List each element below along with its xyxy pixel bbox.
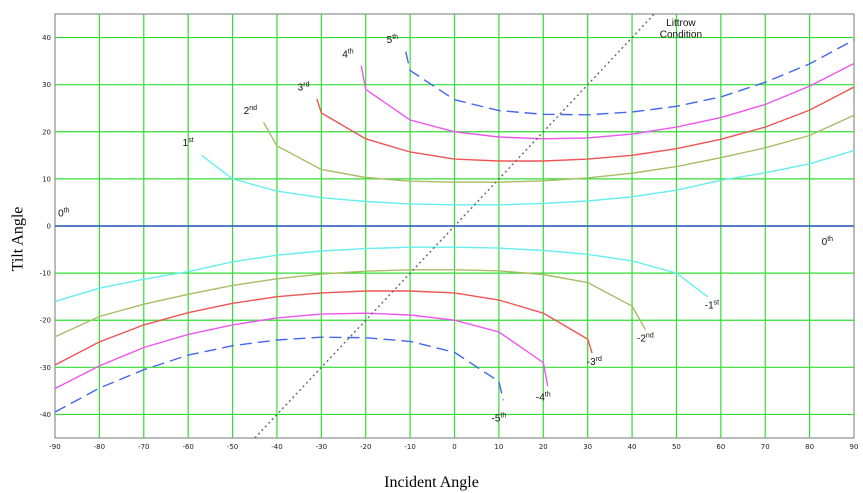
series-line-littrow-condition (254, 13, 655, 439)
series-line-1st (201, 149, 855, 206)
y-axis-title: Tilt Angle (9, 206, 27, 272)
x-tick-label: 0 (452, 443, 456, 451)
x-tick-label: 40 (628, 443, 637, 451)
y-tick-label: 30 (42, 81, 51, 89)
y-tick-label: 10 (42, 175, 51, 183)
annotation-label: -2nd (637, 332, 654, 344)
x-tick-label: 50 (672, 443, 681, 451)
x-tick-label: -80 (94, 443, 105, 451)
x-tick-label: 60 (716, 443, 725, 451)
x-tick-label: 20 (539, 443, 548, 451)
x-tick-label: 30 (583, 443, 592, 451)
series-line-5th (405, 39, 855, 116)
annotation-label: -4th (536, 391, 551, 403)
y-tick-label: 0 (47, 223, 51, 231)
annotation-label: 0th (822, 236, 834, 248)
tick-labels: -90 -80 -70 -60 -50 -40 -30 -20 -10 0 10 20 30 40 50 60… (40, 34, 859, 451)
y-tick-label: -20 (40, 317, 51, 325)
x-tick-label: -50 (227, 443, 238, 451)
annotations: 0th 0th 1st 2nd 3rd 4th 5th -1st -2nd -3rd -4th -5t… (58, 18, 833, 425)
series-layer (54, 13, 855, 439)
x-tick-label: 80 (805, 443, 814, 451)
annotation-label: 4th (342, 48, 354, 60)
annotation-label: -3rd (587, 356, 602, 368)
x-tick-label: -20 (360, 443, 371, 451)
y-tick-label: -40 (40, 411, 51, 419)
annotation-label: 1st (183, 137, 194, 149)
x-tick-label: 90 (850, 443, 859, 451)
y-tick-label: -10 (40, 270, 51, 278)
annotation-label: Littrow (666, 18, 696, 29)
annotation-label: 0th (58, 208, 70, 220)
x-tick-label: -10 (404, 443, 415, 451)
x-axis-title: Incident Angle (384, 474, 479, 491)
annotation-label: -5th (492, 413, 507, 425)
series-line-4th (360, 62, 855, 140)
annotation-label: 2nd (244, 105, 257, 117)
series-line-2nd (262, 114, 855, 183)
annotation-label: Condition (660, 30, 702, 41)
x-tick-label: 10 (494, 443, 503, 451)
annotation-label: 5th (387, 34, 399, 46)
y-tick-label: -30 (40, 364, 51, 372)
x-tick-label: -40 (271, 443, 282, 451)
series-line-3rd (54, 290, 593, 366)
x-tick-label: -70 (138, 443, 149, 451)
series-line-3rd (316, 86, 855, 162)
y-tick-label: 20 (42, 128, 51, 136)
x-tick-label: -30 (316, 443, 327, 451)
series-line-5th (54, 336, 504, 413)
y-tick-label: 40 (42, 34, 51, 42)
x-tick-label: 70 (761, 443, 770, 451)
series-line-2nd (54, 269, 647, 338)
annotation-label: -1st (705, 299, 719, 311)
series-line-4th (54, 312, 549, 390)
x-tick-label: -90 (49, 443, 60, 451)
x-tick-label: -60 (182, 443, 193, 451)
series-line-1st (54, 246, 708, 303)
annotation-label: 3rd (298, 81, 310, 93)
